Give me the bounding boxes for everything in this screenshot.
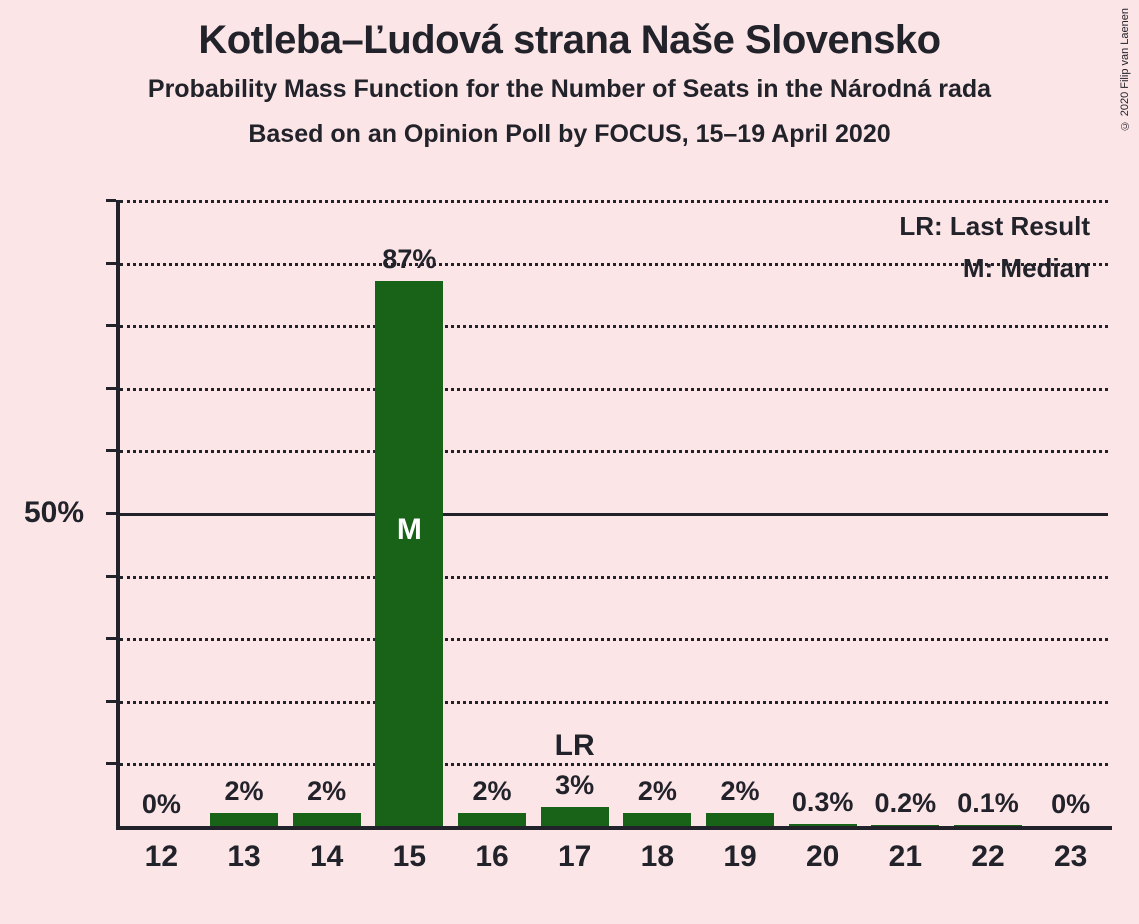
y-tick	[106, 262, 116, 265]
bar: 0.3%	[789, 824, 857, 826]
gridline	[120, 513, 1108, 516]
y-tick	[106, 324, 116, 327]
bar-value-label: 2%	[706, 776, 774, 807]
x-tick-label: 21	[889, 840, 922, 874]
x-tick-label: 19	[723, 840, 756, 874]
bar-value-label: 87%	[375, 244, 443, 275]
median-marker: M	[375, 513, 443, 547]
bar: 2%	[293, 813, 361, 826]
copyright-text: © 2020 Filip van Laenen	[1119, 8, 1131, 131]
chart-source: Based on an Opinion Poll by FOCUS, 15–19…	[0, 120, 1139, 149]
y-tick	[106, 449, 116, 452]
x-axis	[116, 826, 1112, 830]
bar-value-label: 0.1%	[954, 788, 1022, 819]
gridline	[120, 763, 1108, 766]
x-tick-label: 14	[310, 840, 343, 874]
x-tick-label: 23	[1054, 840, 1087, 874]
x-tick-label: 13	[227, 840, 260, 874]
bar: 87%M	[375, 281, 443, 826]
y-tick	[106, 387, 116, 390]
bar-value-label: 2%	[623, 776, 691, 807]
x-tick-label: 22	[971, 840, 1004, 874]
last-result-marker: LR	[541, 729, 609, 763]
gridline	[120, 701, 1108, 704]
bar-value-label: 2%	[210, 776, 278, 807]
bar: 3%LR	[541, 807, 609, 826]
chart-legend: LR: Last Result M: Median	[899, 206, 1090, 289]
gridline	[120, 450, 1108, 453]
bar-value-label: 2%	[458, 776, 526, 807]
gridline	[120, 263, 1108, 266]
legend-lr: LR: Last Result	[899, 206, 1090, 248]
y-tick	[106, 199, 116, 202]
bar: 0.1%	[954, 825, 1022, 826]
bar: 2%	[623, 813, 691, 826]
bar: 0.2%	[871, 825, 939, 826]
bar-value-label: 2%	[293, 776, 361, 807]
y-tick	[106, 637, 116, 640]
x-tick-label: 17	[558, 840, 591, 874]
bar-value-label: 0%	[127, 789, 195, 820]
chart-title: Kotleba–Ľudová strana Naše Slovensko	[0, 0, 1139, 63]
x-tick-label: 18	[641, 840, 674, 874]
bar-value-label: 0.3%	[789, 787, 857, 818]
y-tick	[106, 512, 116, 515]
gridline	[120, 638, 1108, 641]
x-tick-label: 16	[475, 840, 508, 874]
y-axis-label: 50%	[24, 496, 82, 530]
y-tick	[106, 700, 116, 703]
gridline	[120, 325, 1108, 328]
bar-value-label: 0.2%	[871, 788, 939, 819]
bar: 2%	[458, 813, 526, 826]
chart-plot-area: LR: Last Result M: Median 50%0%122%132%1…	[116, 200, 1112, 830]
gridline	[120, 200, 1108, 203]
bar: 2%	[706, 813, 774, 826]
y-tick	[106, 762, 116, 765]
gridline	[120, 576, 1108, 579]
bar-value-label: 0%	[1037, 789, 1105, 820]
gridline	[120, 388, 1108, 391]
x-tick-label: 20	[806, 840, 839, 874]
x-tick-label: 15	[393, 840, 426, 874]
bar-value-label: 3%	[541, 770, 609, 801]
chart-subtitle: Probability Mass Function for the Number…	[0, 75, 1139, 104]
legend-m: M: Median	[899, 248, 1090, 290]
y-tick	[106, 575, 116, 578]
bar: 2%	[210, 813, 278, 826]
x-tick-label: 12	[145, 840, 178, 874]
